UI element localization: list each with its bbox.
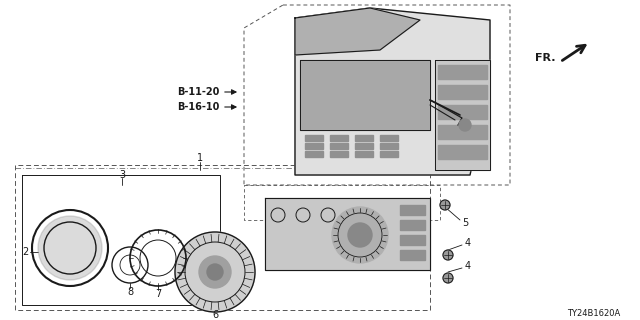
Text: 7: 7 xyxy=(155,289,161,299)
Text: 6: 6 xyxy=(212,310,218,320)
Text: 8: 8 xyxy=(127,287,133,297)
Polygon shape xyxy=(438,145,487,159)
Polygon shape xyxy=(438,125,487,139)
Polygon shape xyxy=(330,143,348,149)
Circle shape xyxy=(348,223,372,247)
Polygon shape xyxy=(265,198,430,270)
Circle shape xyxy=(207,264,223,280)
Polygon shape xyxy=(330,151,348,157)
Polygon shape xyxy=(305,151,323,157)
Circle shape xyxy=(175,232,255,312)
Polygon shape xyxy=(295,8,420,55)
Polygon shape xyxy=(435,60,490,170)
Circle shape xyxy=(443,273,453,283)
Polygon shape xyxy=(438,105,487,119)
Text: 1: 1 xyxy=(197,153,203,163)
Circle shape xyxy=(199,256,231,288)
Polygon shape xyxy=(305,135,323,141)
Circle shape xyxy=(332,207,388,263)
Text: 5: 5 xyxy=(462,218,468,228)
Text: 4: 4 xyxy=(465,238,471,248)
Text: B-11-20: B-11-20 xyxy=(178,87,220,97)
Text: 4: 4 xyxy=(465,261,471,271)
Text: B-16-10: B-16-10 xyxy=(178,102,220,112)
Polygon shape xyxy=(400,250,425,260)
Polygon shape xyxy=(305,143,323,149)
Polygon shape xyxy=(438,85,487,99)
Text: 3: 3 xyxy=(119,170,125,180)
Text: FR.: FR. xyxy=(534,53,555,63)
Polygon shape xyxy=(400,235,425,245)
Circle shape xyxy=(443,250,453,260)
Circle shape xyxy=(440,200,450,210)
Polygon shape xyxy=(295,8,490,175)
Text: 2: 2 xyxy=(22,247,28,257)
Polygon shape xyxy=(380,143,398,149)
Polygon shape xyxy=(400,205,425,215)
Polygon shape xyxy=(355,135,373,141)
Polygon shape xyxy=(300,60,430,130)
Circle shape xyxy=(459,119,471,131)
Polygon shape xyxy=(438,65,487,79)
Polygon shape xyxy=(380,151,398,157)
Polygon shape xyxy=(355,143,373,149)
Polygon shape xyxy=(380,135,398,141)
Circle shape xyxy=(38,216,102,280)
Polygon shape xyxy=(330,135,348,141)
Polygon shape xyxy=(400,220,425,230)
Text: TY24B1620A: TY24B1620A xyxy=(567,308,620,317)
Polygon shape xyxy=(355,151,373,157)
